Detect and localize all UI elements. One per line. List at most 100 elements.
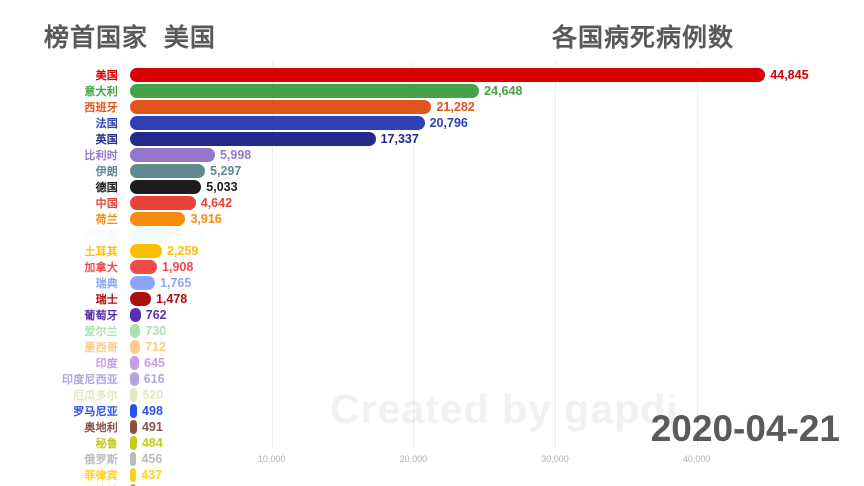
bar-row-label: 土耳其 [84,246,118,258]
bar[interactable] [130,276,155,290]
bar-value-label: 1,765 [160,276,192,290]
bar-row[interactable]: 美国 44,845 [0,68,864,82]
bar[interactable] [130,372,139,386]
bar-row[interactable]: 加拿大 1,908 [0,260,864,274]
bar-value-label: 645 [144,356,165,370]
bar-row-label: 菲律宾 [84,470,118,482]
bar-row[interactable]: 印度尼西亚 616 [0,372,864,386]
bar[interactable] [130,260,158,274]
bar-value-label: 4,642 [200,196,233,210]
bar[interactable] [130,356,140,370]
x-tick-label: 40,000 [682,454,711,464]
bar[interactable] [130,68,766,82]
bar[interactable] [130,388,138,402]
bar-row[interactable]: 厄瓜多尔 520 [0,388,864,402]
bar-value-label: 491 [141,420,163,434]
bar[interactable] [130,100,432,114]
bar[interactable] [130,308,141,322]
bar-row[interactable]: 波兰401 [0,484,864,486]
bar-value-label: 17,337 [380,132,419,146]
bar-value-label: 520 [142,388,164,402]
gridline [271,62,273,448]
bar[interactable] [130,340,141,354]
bar-row[interactable]: 比利时 5,998 [0,148,864,162]
bar[interactable] [130,244,162,258]
bar-row-label: 墨西哥 [84,342,118,354]
x-tick-label: 10,000 [257,454,286,464]
bar[interactable] [130,436,137,450]
bar[interactable] [130,132,376,146]
bar-row[interactable]: 法国 20,796 [0,116,864,130]
bar[interactable] [130,484,136,486]
bar-row[interactable]: 印度 645 [0,356,864,370]
page-title: 各国病死病例数 [552,24,735,52]
gridline [413,62,415,448]
bar-row[interactable]: 奥地利 491 [0,420,864,434]
bar-row-label: 中国 [95,198,118,210]
bar[interactable] [130,148,215,162]
bar-row-label: 法国 [95,118,118,130]
bar-row[interactable]: 西班牙 21,282 [0,100,864,114]
bar-value-label: 401 [136,484,162,486]
bar-value-label: 3,916 [190,212,222,226]
bar-value-label: 437 [141,468,163,482]
bar-row[interactable]: 罗马尼亚 498 [0,404,864,418]
bar-row[interactable]: 俄罗斯 456 [0,452,864,466]
bar-value-label: 1,478 [155,292,188,306]
bar[interactable] [130,404,138,418]
bar-row-label: 伊朗 [95,166,118,178]
bar-row[interactable]: 菲律宾 437 [0,468,864,482]
bar-row[interactable]: 荷兰 3,916 [0,212,864,226]
bar-row-label: 秘鲁 [95,438,118,450]
bar[interactable] [130,212,186,226]
bar-value-label: 44,845 [770,68,809,82]
x-tick-label: 20,000 [399,454,428,464]
bar-row[interactable]: 英国 17,337 [0,132,864,146]
bar-row[interactable]: 瑞士 1,478 [0,292,864,306]
bar[interactable] [130,324,141,338]
date-label: 2020-04-21 [650,408,840,449]
bar[interactable] [130,420,137,434]
bar-row-label: 印度 [95,358,118,370]
bar-value-label: 24,648 [484,84,523,98]
bar-row[interactable]: 德国 5,033 [0,180,864,194]
bar-row[interactable]: 秘鲁 484 [0,436,864,450]
bar-row-label: 瑞士 [95,294,118,306]
bar-value-label: 5,297 [210,164,242,178]
x-tick-label: 30,000 [541,454,569,464]
bar-row[interactable]: 中国 4,642 [0,196,864,210]
bar[interactable] [130,116,425,130]
bar-row[interactable]: 瑞典 1,765 [0,276,864,290]
bar-value-label: 5,998 [219,148,252,162]
bar-row-label: 卢森堡 [84,230,118,242]
bar-row-label: 罗马尼亚 [73,406,118,418]
bar-row-label: 奥地利 [84,422,118,434]
bar-row[interactable]: 意大利 24,648 [0,84,864,98]
bar-value-label: 498 [142,404,163,418]
bar-row[interactable]: 爱尔兰 730 [0,324,864,338]
bar-row[interactable]: 葡萄牙 762 [0,308,864,322]
bar-row-label: 西班牙 [84,102,118,114]
bar-row-label: 意大利 [84,86,118,98]
bar[interactable] [130,180,202,194]
bar-row-label: 比利时 [84,150,118,162]
bar[interactable] [130,292,151,306]
bar-value-label: 20,796 [429,116,468,130]
bar[interactable] [130,196,196,210]
bar[interactable] [130,84,480,98]
bar-row-label: 美国 [95,70,118,82]
bar[interactable] [130,164,206,178]
bar-row[interactable]: 卢森堡 2,800 [0,228,864,242]
bar-row[interactable]: 伊朗 5,297 [0,164,864,178]
bar-row[interactable]: 土耳其 2,259 [0,244,864,258]
bar-row-label: 英国 [95,134,118,146]
bar-value-label: 2,259 [167,244,199,258]
bar[interactable] [130,468,137,482]
bar-row-label: 印度尼西亚 [62,374,118,386]
bar-row[interactable]: 墨西哥 712 [0,340,864,354]
bar[interactable] [130,452,137,466]
bar[interactable] [130,228,170,242]
bar-value-label: 484 [141,436,163,450]
bar-value-label: 21,282 [436,100,475,114]
